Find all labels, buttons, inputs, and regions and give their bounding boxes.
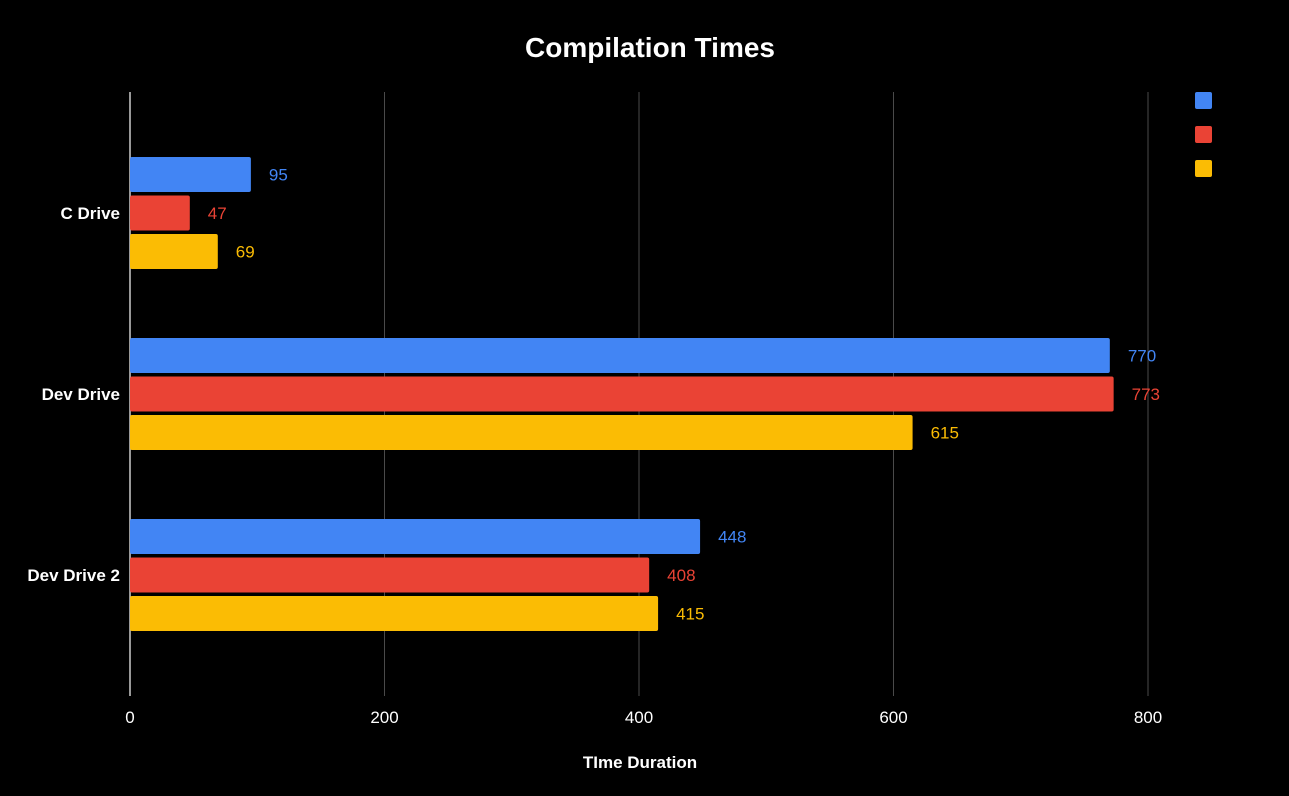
bar-series3-dev-drive xyxy=(130,415,913,450)
chart-title: Compilation Times xyxy=(525,32,775,63)
bar-series2-dev-drive xyxy=(130,376,1114,412)
data-label: 408 xyxy=(667,566,695,585)
x-tick-label-400: 400 xyxy=(625,708,653,727)
data-label: 415 xyxy=(676,605,704,624)
legend-swatch-series1 xyxy=(1195,92,1212,109)
data-labels-layer: 95 770 448 47 773 408 69 615 415 xyxy=(208,166,1160,624)
data-label: 69 xyxy=(236,243,255,262)
category-labels-layer: C Drive Dev Drive Dev Drive 2 xyxy=(27,204,120,585)
bar-series1-dev-drive-2 xyxy=(130,519,701,554)
legend xyxy=(1195,92,1212,177)
data-label: 95 xyxy=(269,166,288,185)
x-tick-label-200: 200 xyxy=(370,708,398,727)
bar-series2-dev-drive-2 xyxy=(130,557,650,593)
bars-layer xyxy=(130,157,1114,631)
bar-series3-c-drive xyxy=(130,234,218,269)
x-tick-label-800: 800 xyxy=(1134,708,1162,727)
x-tick-label-0: 0 xyxy=(125,708,134,727)
bar-series3-dev-drive-2 xyxy=(130,596,659,631)
data-label: 47 xyxy=(208,204,227,223)
data-label: 770 xyxy=(1128,347,1156,366)
category-label: Dev Drive 2 xyxy=(27,566,120,585)
category-label: C Drive xyxy=(60,204,120,223)
x-axis-title: TIme Duration xyxy=(583,753,697,772)
x-tick-label-600: 600 xyxy=(879,708,907,727)
data-label: 773 xyxy=(1132,385,1160,404)
bar-series2-c-drive xyxy=(130,195,190,231)
category-label: Dev Drive xyxy=(42,385,120,404)
data-label: 448 xyxy=(718,528,746,547)
bar-series1-dev-drive xyxy=(130,338,1110,373)
x-tick-labels-layer: 0 200 400 600 800 xyxy=(125,708,1162,727)
bar-series1-c-drive xyxy=(130,157,251,192)
data-label: 615 xyxy=(931,424,959,443)
legend-swatch-series3 xyxy=(1195,160,1212,177)
legend-swatch-series2 xyxy=(1195,126,1212,143)
